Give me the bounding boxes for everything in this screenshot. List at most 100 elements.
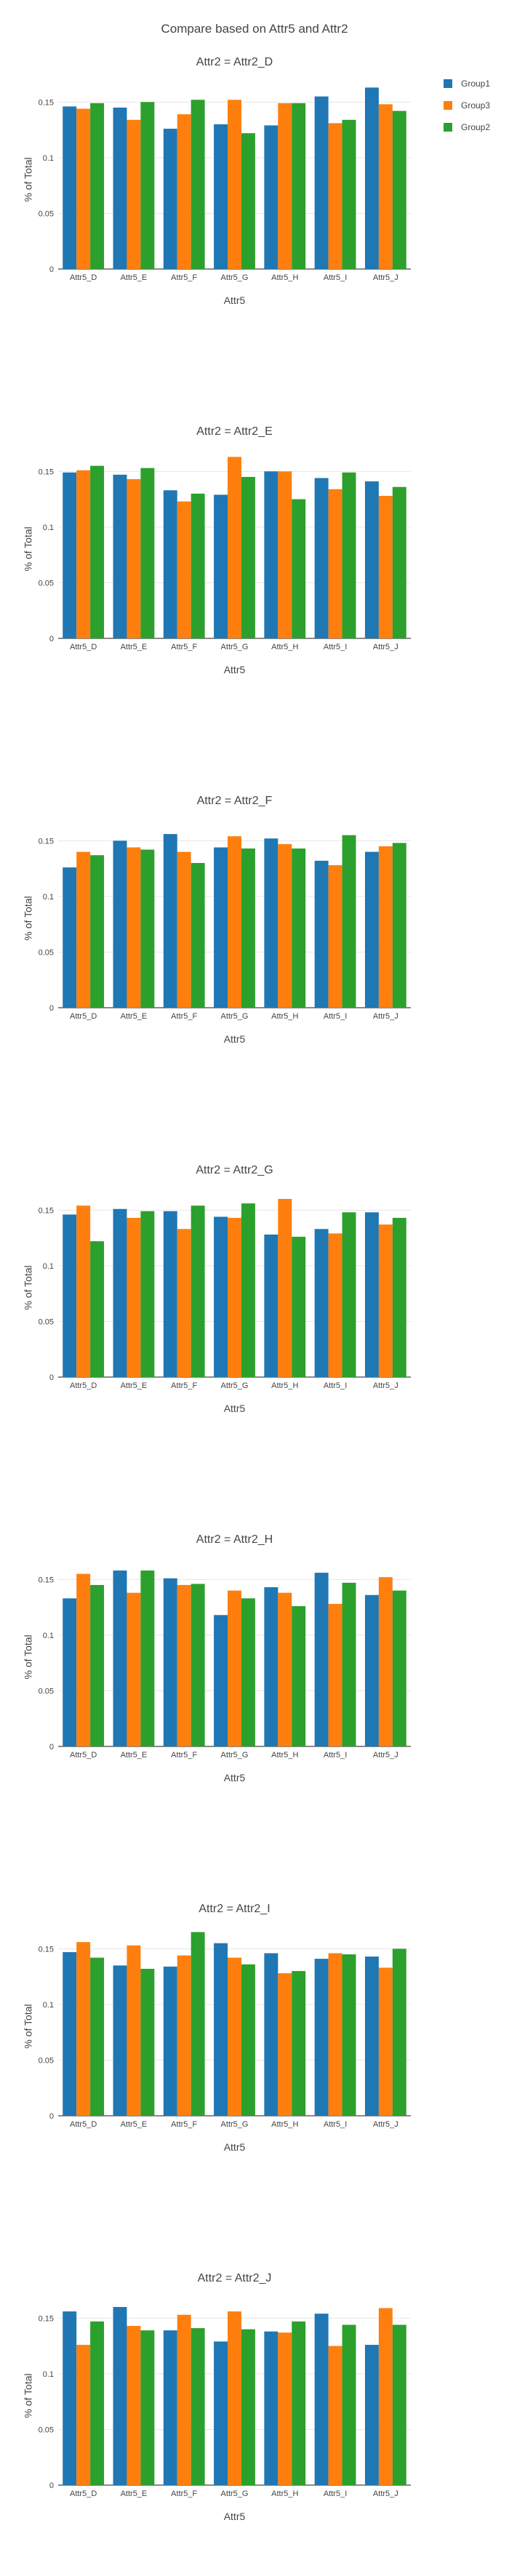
bar-group2[interactable] <box>90 2321 105 2485</box>
bar-group2[interactable] <box>292 103 306 269</box>
bar-group3[interactable] <box>177 851 191 1008</box>
bar-group1[interactable] <box>264 471 278 638</box>
bar-group3[interactable] <box>228 1590 241 1746</box>
bar-group2[interactable] <box>292 1237 306 1377</box>
bar-group2[interactable] <box>342 472 356 638</box>
legend-item[interactable]: Group3 <box>444 95 490 116</box>
bar-group1[interactable] <box>364 87 379 269</box>
bar-group1[interactable] <box>113 1208 127 1377</box>
bar-group2[interactable] <box>191 1932 205 2116</box>
bar-group2[interactable] <box>392 1949 406 2116</box>
bar-group1[interactable] <box>113 2307 127 2485</box>
bar-group2[interactable] <box>292 499 306 638</box>
bar-group1[interactable] <box>113 1965 127 2116</box>
bar-group1[interactable] <box>314 1229 329 1377</box>
bar-group3[interactable] <box>278 103 292 269</box>
bar-group3[interactable] <box>127 119 141 269</box>
bar-group1[interactable] <box>364 1957 379 2116</box>
bar-group3[interactable] <box>328 1604 342 1746</box>
bar-group2[interactable] <box>140 468 155 638</box>
bar-group1[interactable] <box>63 1214 77 1377</box>
bar-group2[interactable] <box>392 1218 406 1377</box>
bar-group2[interactable] <box>90 103 105 269</box>
bar-group2[interactable] <box>191 493 205 638</box>
bar-group2[interactable] <box>241 848 255 1008</box>
bar-group1[interactable] <box>163 129 177 269</box>
bar-group3[interactable] <box>278 1973 292 2116</box>
bar-group1[interactable] <box>314 2314 329 2485</box>
bar-group2[interactable] <box>191 862 205 1008</box>
bar-group2[interactable] <box>140 1570 155 1746</box>
bar-group2[interactable] <box>90 855 105 1008</box>
bar-group1[interactable] <box>163 1578 177 1746</box>
bar-group2[interactable] <box>342 1582 356 1746</box>
bar-group1[interactable] <box>214 1943 228 2116</box>
bar-group3[interactable] <box>127 1592 141 1746</box>
bar-group3[interactable] <box>228 457 241 638</box>
bar-group3[interactable] <box>228 1218 241 1377</box>
bar-group3[interactable] <box>378 1577 393 1746</box>
bar-group3[interactable] <box>177 114 191 269</box>
bar-group3[interactable] <box>127 847 141 1008</box>
bar-group3[interactable] <box>378 1224 393 1377</box>
bar-group3[interactable] <box>127 1218 141 1377</box>
bar-group2[interactable] <box>342 2324 356 2486</box>
bar-group3[interactable] <box>177 1955 191 2116</box>
bar-group3[interactable] <box>378 846 393 1008</box>
bar-group1[interactable] <box>314 860 329 1008</box>
bar-group2[interactable] <box>191 100 205 269</box>
bar-group3[interactable] <box>328 1233 342 1377</box>
bar-group3[interactable] <box>177 501 191 638</box>
bar-group1[interactable] <box>214 124 228 269</box>
bar-group3[interactable] <box>378 2308 393 2485</box>
bar-group1[interactable] <box>264 838 278 1008</box>
bar-group1[interactable] <box>364 2345 379 2485</box>
bar-group1[interactable] <box>214 847 228 1008</box>
legend-item[interactable]: Group1 <box>444 73 490 95</box>
bar-group3[interactable] <box>328 2346 342 2485</box>
legend-item[interactable]: Group2 <box>444 116 490 138</box>
bar-group1[interactable] <box>113 107 127 269</box>
bar-group1[interactable] <box>113 474 127 638</box>
bar-group3[interactable] <box>278 843 292 1008</box>
bar-group3[interactable] <box>378 1967 393 2116</box>
bar-group3[interactable] <box>127 2326 141 2485</box>
bar-group2[interactable] <box>392 843 406 1008</box>
bar-group1[interactable] <box>364 1212 379 1377</box>
bar-group3[interactable] <box>228 1957 241 2116</box>
bar-group1[interactable] <box>364 481 379 638</box>
bar-group1[interactable] <box>264 2331 278 2485</box>
bar-group1[interactable] <box>63 1951 77 2116</box>
bar-group3[interactable] <box>177 2314 191 2485</box>
bar-group1[interactable] <box>163 490 177 638</box>
bar-group2[interactable] <box>241 1598 255 1746</box>
bar-group3[interactable] <box>328 865 342 1008</box>
bar-group1[interactable] <box>264 125 278 269</box>
bar-group2[interactable] <box>90 465 105 638</box>
bar-group1[interactable] <box>314 1573 329 1746</box>
bar-group2[interactable] <box>241 476 255 638</box>
bar-group3[interactable] <box>76 108 91 270</box>
bar-group2[interactable] <box>140 1211 155 1377</box>
bar-group2[interactable] <box>191 1205 205 1377</box>
bar-group2[interactable] <box>241 1964 255 2116</box>
bar-group1[interactable] <box>264 1235 278 1377</box>
bar-group3[interactable] <box>76 470 91 638</box>
bar-group3[interactable] <box>76 1205 91 1377</box>
bar-group3[interactable] <box>378 496 393 638</box>
bar-group1[interactable] <box>214 1615 228 1746</box>
bar-group3[interactable] <box>228 2311 241 2485</box>
bar-group2[interactable] <box>292 1970 306 2116</box>
bar-group1[interactable] <box>63 472 77 638</box>
bar-group3[interactable] <box>228 100 241 269</box>
bar-group2[interactable] <box>292 848 306 1008</box>
bar-group2[interactable] <box>392 1590 406 1746</box>
bar-group3[interactable] <box>127 1945 141 2116</box>
bar-group1[interactable] <box>314 478 329 639</box>
bar-group3[interactable] <box>378 104 393 269</box>
bar-group2[interactable] <box>191 2328 205 2485</box>
bar-group3[interactable] <box>76 851 91 1008</box>
bar-group2[interactable] <box>241 133 255 269</box>
bar-group3[interactable] <box>228 836 241 1008</box>
bar-group1[interactable] <box>163 1211 177 1377</box>
